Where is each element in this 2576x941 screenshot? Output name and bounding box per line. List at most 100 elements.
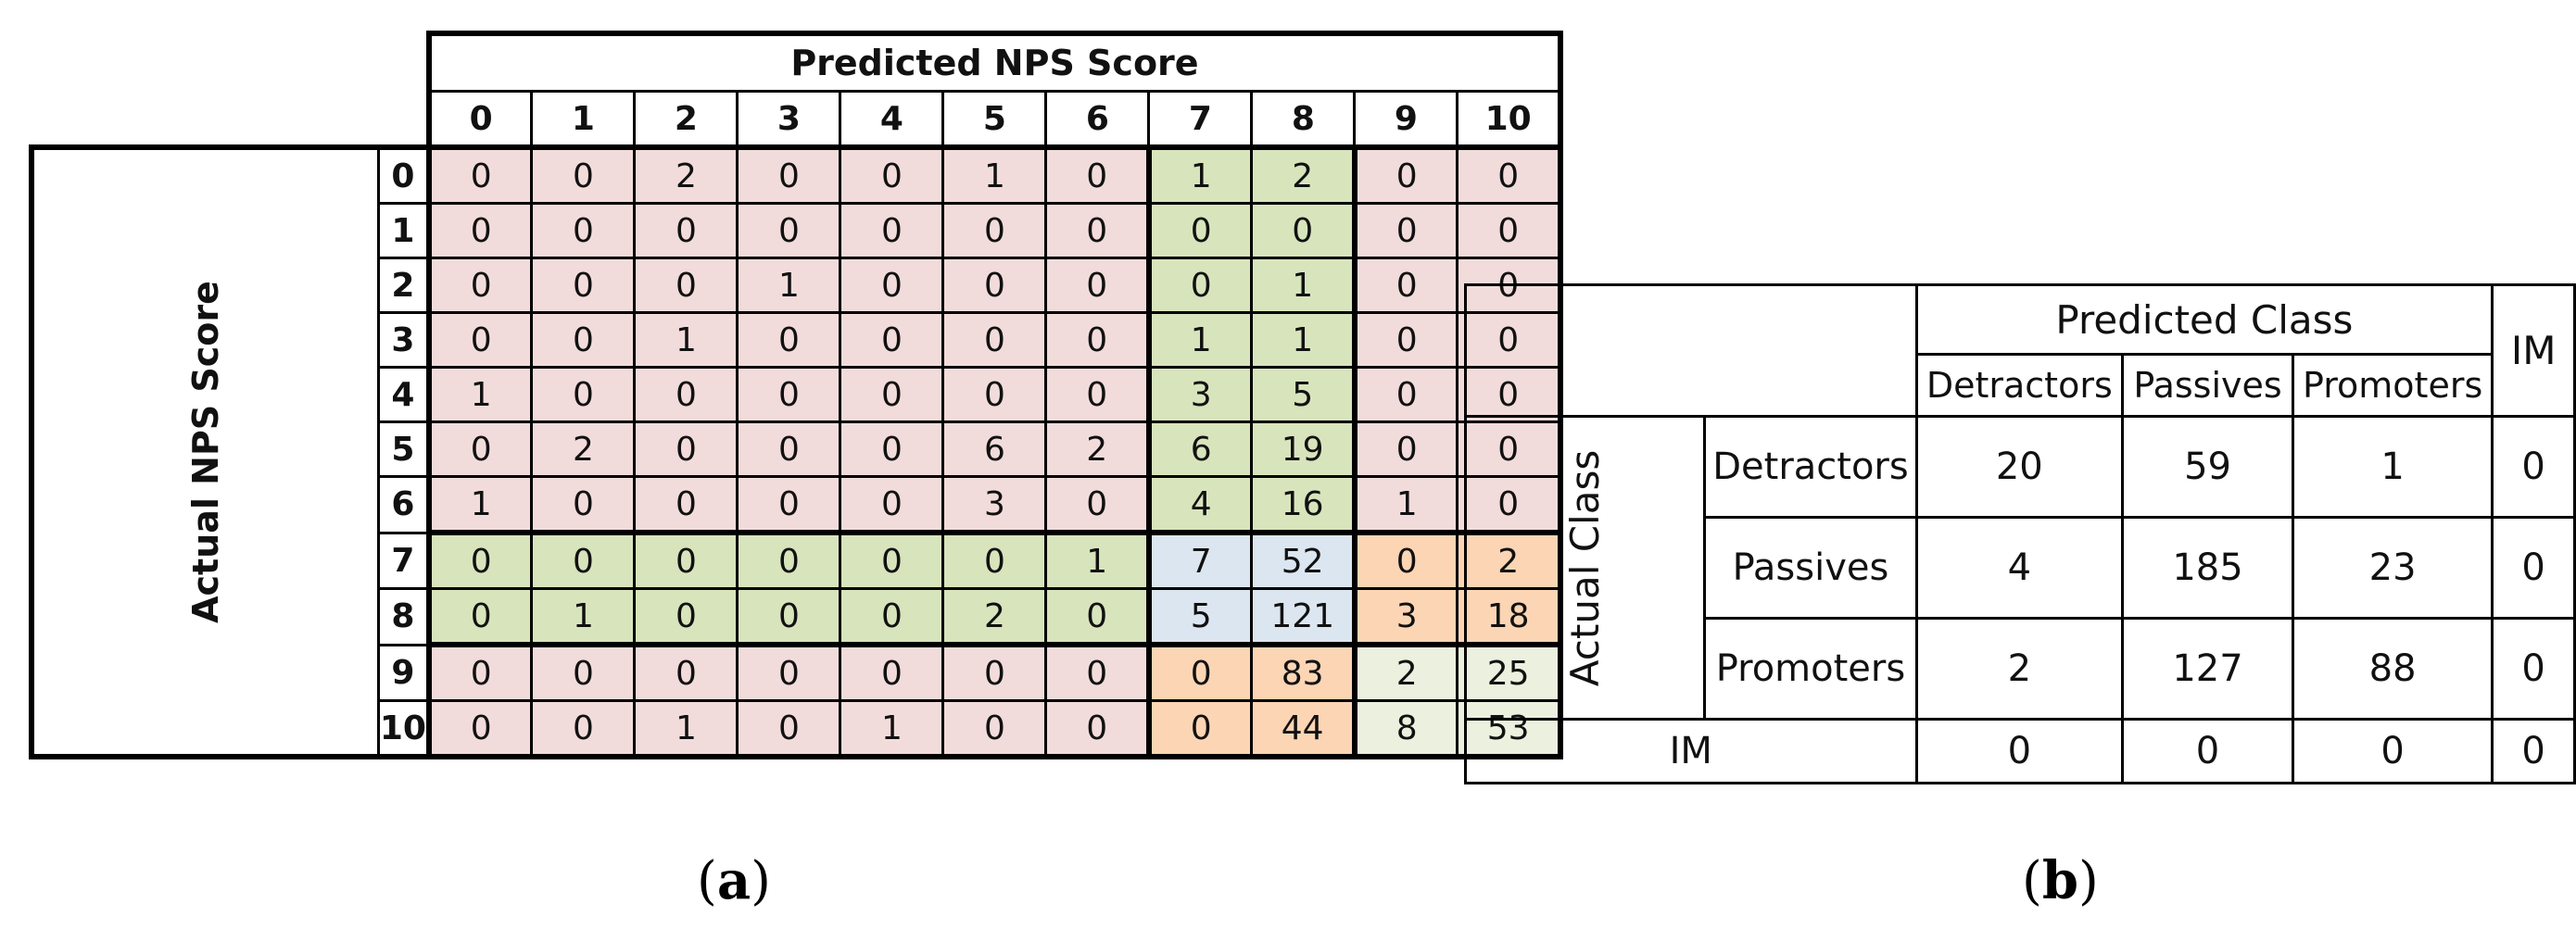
actual-nps-title: Actual NPS Score xyxy=(28,144,380,759)
matrix-cell-r8-c3: 0 xyxy=(736,587,842,646)
matrix-cell-r2-c2: 0 xyxy=(633,257,739,314)
matrix-cell-r0-c5: 1 xyxy=(941,144,1048,205)
matrix-cell-r1-c7: 0 xyxy=(1145,202,1254,259)
col-header-10: 10 xyxy=(1456,90,1563,149)
matrix-cell-r3-c9: 0 xyxy=(1351,311,1459,369)
row-header-4: 4 xyxy=(376,366,431,423)
matrix-cell-r1-c6: 0 xyxy=(1044,202,1151,259)
matrix-cell-r9-c5: 0 xyxy=(941,642,1048,702)
matrix-cell-r0-c3: 0 xyxy=(736,144,842,205)
matrix-cell-r10-c2: 1 xyxy=(633,699,739,759)
table-b-corner xyxy=(1464,283,1918,418)
matrix-cell-r7-c6: 1 xyxy=(1044,530,1151,590)
matrix-cell-r0-c10: 0 xyxy=(1456,144,1563,205)
class-cell-detractors-promoters: 1 xyxy=(2291,415,2494,519)
matrix-cell-r9-c2: 0 xyxy=(633,642,739,702)
class-cell-promoters-promoters: 88 xyxy=(2291,617,2494,721)
row-header-2: 2 xyxy=(376,257,431,314)
matrix-cell-r4-c4: 0 xyxy=(839,366,945,423)
matrix-cell-r0-c0: 0 xyxy=(425,144,534,205)
matrix-cell-r10-c7: 0 xyxy=(1145,699,1254,759)
row-header-promoters: Promoters xyxy=(1703,617,1918,721)
class-cell-im-detractors: 0 xyxy=(1914,718,2125,784)
matrix-corner xyxy=(32,91,429,147)
row-header-passives: Passives xyxy=(1703,516,1918,620)
matrix-cell-r1-c1: 0 xyxy=(530,202,637,259)
matrix-cell-r8-c7: 5 xyxy=(1145,587,1254,646)
matrix-cell-r8-c5: 2 xyxy=(941,587,1048,646)
matrix-cell-r2-c8: 1 xyxy=(1250,257,1357,314)
matrix-cell-r2-c4: 0 xyxy=(839,257,945,314)
class-cell-promoters-passives: 127 xyxy=(2121,617,2294,721)
matrix-cell-r5-c7: 6 xyxy=(1145,420,1254,478)
matrix-cell-r1-c8: 0 xyxy=(1250,202,1357,259)
matrix-cell-r9-c0: 0 xyxy=(425,642,534,702)
matrix-cell-r5-c6: 2 xyxy=(1044,420,1151,478)
class-cell-passives-passives: 185 xyxy=(2121,516,2294,620)
matrix-cell-r1-c3: 0 xyxy=(736,202,842,259)
matrix-cell-r1-c10: 0 xyxy=(1456,202,1563,259)
matrix-cell-r0-c1: 0 xyxy=(530,144,637,205)
matrix-cell-r6-c9: 1 xyxy=(1351,475,1459,534)
matrix-cell-r8-c6: 0 xyxy=(1044,587,1151,646)
matrix-cell-r2-c9: 0 xyxy=(1351,257,1459,314)
matrix-corner xyxy=(32,33,429,92)
matrix-cell-r9-c3: 0 xyxy=(736,642,842,702)
col-header-3: 3 xyxy=(736,90,842,149)
class-cell-im-im: 0 xyxy=(2491,718,2576,784)
caption-a-letter: a xyxy=(716,850,751,911)
row-header-9: 9 xyxy=(376,643,431,702)
matrix-cell-r7-c7: 7 xyxy=(1145,530,1254,590)
row-header-im: IM xyxy=(1464,718,1918,784)
matrix-cell-r6-c7: 4 xyxy=(1145,475,1254,534)
col-header-6: 6 xyxy=(1044,90,1151,149)
class-cell-detractors-im: 0 xyxy=(2491,415,2576,519)
matrix-cell-r10-c3: 0 xyxy=(736,699,842,759)
matrix-cell-r4-c5: 0 xyxy=(941,366,1048,423)
matrix-cell-r6-c3: 0 xyxy=(736,475,842,534)
matrix-cell-r8-c4: 0 xyxy=(839,587,945,646)
matrix-cell-r1-c4: 0 xyxy=(839,202,945,259)
class-cell-detractors-passives: 59 xyxy=(2121,415,2294,519)
col-header-detractors: Detractors xyxy=(1914,353,2125,418)
row-header-1: 1 xyxy=(376,202,431,259)
matrix-cell-r7-c8: 52 xyxy=(1250,530,1357,590)
matrix-cell-r9-c4: 0 xyxy=(839,642,945,702)
class-cell-im-passives: 0 xyxy=(2121,718,2294,784)
matrix-cell-r2-c5: 0 xyxy=(941,257,1048,314)
col-header-passives: Passives xyxy=(2121,353,2294,418)
matrix-cell-r8-c2: 0 xyxy=(633,587,739,646)
class-cell-promoters-im: 0 xyxy=(2491,617,2576,721)
row-header-10: 10 xyxy=(376,699,431,759)
matrix-cell-r4-c6: 0 xyxy=(1044,366,1151,423)
class-cell-passives-im: 0 xyxy=(2491,516,2576,620)
matrix-cell-r7-c3: 0 xyxy=(736,530,842,590)
matrix-cell-r5-c0: 0 xyxy=(425,420,534,478)
class-cell-promoters-detractors: 2 xyxy=(1914,617,2125,721)
matrix-cell-r10-c8: 44 xyxy=(1250,699,1357,759)
col-header-0: 0 xyxy=(425,90,534,149)
matrix-cell-r5-c8: 19 xyxy=(1250,420,1357,478)
row-header-7: 7 xyxy=(376,531,431,590)
matrix-cell-r10-c5: 0 xyxy=(941,699,1048,759)
matrix-cell-r7-c2: 0 xyxy=(633,530,739,590)
matrix-cell-r4-c2: 0 xyxy=(633,366,739,423)
matrix-cell-r10-c4: 1 xyxy=(839,699,945,759)
matrix-cell-r5-c1: 2 xyxy=(530,420,637,478)
matrix-cell-r10-c1: 0 xyxy=(530,699,637,759)
matrix-cell-r2-c0: 0 xyxy=(425,257,534,314)
matrix-cell-r9-c9: 2 xyxy=(1351,642,1459,702)
matrix-cell-r1-c0: 0 xyxy=(425,202,534,259)
matrix-cell-r6-c4: 0 xyxy=(839,475,945,534)
matrix-cell-r3-c4: 0 xyxy=(839,311,945,369)
caption-b-letter: b xyxy=(2041,850,2079,911)
matrix-cell-r2-c1: 0 xyxy=(530,257,637,314)
predicted-class-title: Predicted Class xyxy=(1914,283,2494,355)
matrix-cell-r1-c2: 0 xyxy=(633,202,739,259)
matrix-cell-r8-c8: 121 xyxy=(1250,587,1357,646)
col-header-8: 8 xyxy=(1250,90,1357,149)
matrix-cell-r0-c9: 0 xyxy=(1351,144,1459,205)
actual-nps-title-text: Actual NPS Score xyxy=(184,281,226,623)
matrix-cell-r6-c5: 3 xyxy=(941,475,1048,534)
matrix-cell-r10-c0: 0 xyxy=(425,699,534,759)
